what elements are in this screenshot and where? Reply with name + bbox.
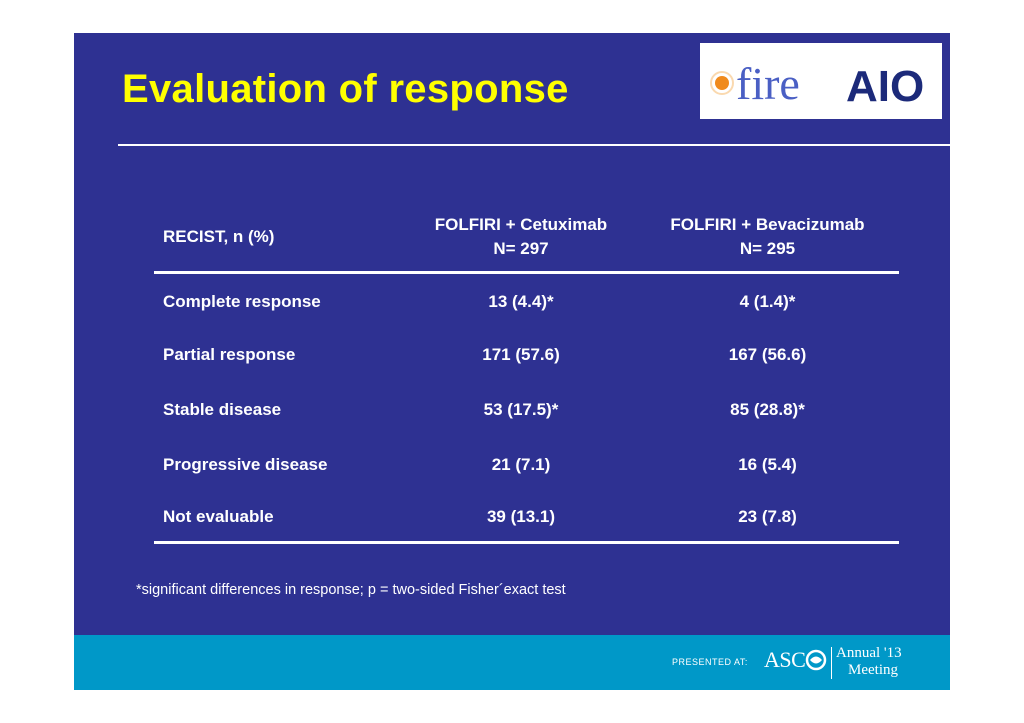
fire-aio-logo-graphic: fire AIO <box>710 58 924 111</box>
recist-table: RECIST, n (%) FOLFIRI + Cetuximab N= 297… <box>154 203 899 544</box>
row-header: RECIST, n (%) <box>163 227 275 246</box>
bevacizumab-value: 4 (1.4)* <box>739 291 796 311</box>
title-divider <box>118 144 950 146</box>
slide: Evaluation of response fire AIO RECIST, … <box>74 33 950 690</box>
asco-globe-icon <box>805 649 827 671</box>
cetuximab-value: 53 (17.5)* <box>483 400 559 419</box>
annual-meeting-line1: Annual '13 <box>836 645 902 661</box>
column-header-cetuximab-name: FOLFIRI + Cetuximab <box>434 215 608 234</box>
aio-logo-text: AIO <box>846 62 924 111</box>
fire-logo-text: fire <box>736 58 800 109</box>
table-header-row: RECIST, n (%) FOLFIRI + Cetuximab N= 297… <box>154 203 899 273</box>
row-label: Stable disease <box>163 400 282 419</box>
column-header-bevacizumab-name: FOLFIRI + Bevacizumab <box>670 215 865 234</box>
table-row: Partial response 171 (57.6) 167 (56.6) <box>154 328 899 383</box>
cetuximab-value: 13 (4.4)* <box>488 291 554 311</box>
fire-aio-logo: fire AIO <box>700 43 942 119</box>
row-label: Not evaluable <box>163 506 274 526</box>
footer-band: PRESENTED AT: ASC Annual '13 Meeting <box>74 635 950 690</box>
slide-title: Evaluation of response <box>122 67 569 111</box>
footer-divider <box>831 647 832 679</box>
table-row: Progressive disease 21 (7.1) 16 (5.4) <box>154 438 899 493</box>
annual-meeting-line2: Meeting <box>848 662 898 678</box>
bevacizumab-value: 85 (28.8)* <box>730 400 805 419</box>
bevacizumab-value: 167 (56.6) <box>728 345 807 364</box>
column-header-bevacizumab: FOLFIRI + Bevacizumab N= 295 <box>636 203 899 273</box>
column-header-cetuximab: FOLFIRI + Cetuximab N= 297 <box>406 203 636 273</box>
table-row: Stable disease 53 (17.5)* 85 (28.8)* <box>154 383 899 438</box>
row-label: Complete response <box>163 291 321 311</box>
column-header-cetuximab-n: N= 297 <box>493 239 549 258</box>
bevacizumab-value: 23 (7.8) <box>738 506 797 526</box>
footnote: *significant differences in response; p … <box>136 582 566 598</box>
cetuximab-value: 39 (13.1) <box>486 506 556 526</box>
cetuximab-value: 171 (57.6) <box>482 345 560 364</box>
column-header-bevacizumab-n: N= 295 <box>739 239 796 258</box>
table-row: Not evaluable 39 (13.1) 23 (7.8) <box>154 493 899 543</box>
row-label: Progressive disease <box>163 455 328 474</box>
cetuximab-value: 21 (7.1) <box>491 455 551 474</box>
annual-meeting-logo: Annual '13 Meeting <box>836 645 902 679</box>
presented-at-label: PRESENTED AT: <box>672 657 748 667</box>
bevacizumab-value: 16 (5.4) <box>738 455 797 474</box>
table-row: Complete response 13 (4.4)* 4 (1.4)* <box>154 273 899 328</box>
row-label: Partial response <box>163 345 296 364</box>
asco-logo-text: ASC <box>764 647 806 672</box>
